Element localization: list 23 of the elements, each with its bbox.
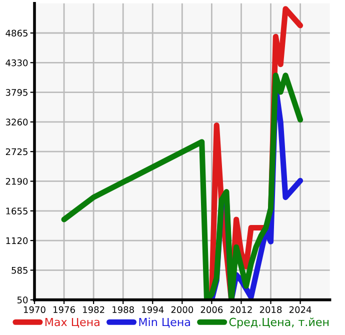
x-tick-label: 2000 (171, 306, 194, 314)
y-tick-label: 1655 (6, 208, 28, 214)
x-tick-label: 1994 (142, 306, 164, 314)
x-tick-label: 1982 (83, 306, 104, 314)
x-tick-label: 2024 (289, 306, 312, 314)
y-tick-label: 4865 (6, 30, 28, 37)
y-tick-label: 50 (17, 296, 28, 304)
x-tick-label: 2018 (260, 306, 282, 314)
x-tick-label: 1988 (112, 306, 134, 314)
y-tick-label: 1120 (6, 237, 28, 244)
legend-label: Сред.Цена, т.йен (229, 318, 329, 328)
x-tick-label: 1970 (24, 306, 46, 314)
legend-label: Min Цена (139, 318, 190, 328)
y-tick-label: 2190 (6, 178, 28, 185)
x-tick-label: 2012 (230, 306, 252, 314)
y-tick-label: 4330 (6, 59, 28, 66)
y-tick-label: 2725 (6, 148, 28, 156)
x-tick-label: 1976 (54, 306, 75, 314)
legend-label: Max Цена (45, 318, 100, 328)
y-tick-label: 3795 (6, 89, 28, 96)
y-tick-label: 3260 (6, 118, 28, 126)
y-tick-label: 585 (12, 266, 28, 274)
x-tick-label: 2006 (200, 306, 223, 314)
